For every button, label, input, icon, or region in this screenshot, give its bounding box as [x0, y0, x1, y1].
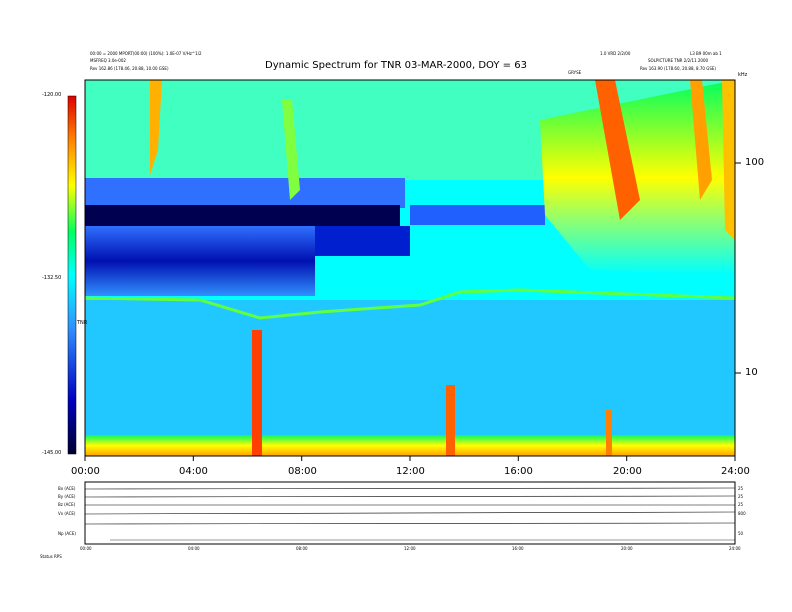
burst-5: [722, 80, 735, 240]
colorbar-frame: [67, 95, 77, 455]
spectrogram: [84, 79, 736, 457]
lower-row-label-by: By (ACE): [58, 494, 76, 499]
lower-region: [85, 300, 735, 435]
x-tick-3: 12:00: [396, 466, 425, 477]
absorption-band-light: [410, 205, 545, 225]
lower-x-tick-5: 20:00: [621, 546, 633, 551]
colorbar-tick-bottom: -145.00: [42, 450, 62, 456]
lower-x-tick-1: 04:00: [188, 546, 200, 551]
header-right-line3: Rev 163.90 (178.60, 20.88, 8.70 GSE): [640, 66, 716, 71]
storm-spike-3: [606, 410, 612, 456]
burst-1: [150, 80, 162, 175]
y-axis-right: [735, 162, 741, 374]
x-tick-1: 04:00: [179, 466, 208, 477]
plasma-line: [84, 288, 736, 320]
x-axis: [84, 456, 736, 461]
burst-2: [282, 100, 300, 200]
by-trace: [84, 495, 736, 498]
vx-trace: [84, 511, 736, 515]
header-left-line3: Rev 162.86 (178.46, 20.88, 10.00 GSE): [90, 66, 169, 71]
y-tick-10: 10: [745, 367, 758, 378]
burst-right-area: [540, 80, 735, 275]
lower-x-tick-4: 16:00: [512, 546, 524, 551]
lower-panel-frame: [84, 481, 736, 545]
lower-row-label-vx: Vx (ACE): [58, 511, 76, 516]
storm-spike-2: [446, 385, 455, 456]
lower-x-tick-2: 08:00: [296, 546, 308, 551]
colorbar-tick-mid: -132.50: [42, 275, 62, 281]
lower-row-label-bz: Bz (ACE): [58, 502, 76, 507]
colorbar: [67, 95, 77, 455]
x-tick-0: 00:00: [71, 466, 100, 477]
burst-3: [595, 80, 640, 220]
absorption-band-top: [85, 178, 405, 208]
bx-trace: [84, 487, 736, 490]
storm-spike-1: [252, 330, 262, 456]
lower-x-tick-6: 24:00: [729, 546, 741, 551]
lower-right-label-5: 50: [738, 531, 744, 536]
header-left-line2: MSFREQ 3.0e-002: [90, 58, 126, 63]
lower-panel: [84, 481, 736, 545]
header-right-line1: 1.0 VRD 2/2/00: [600, 51, 631, 56]
x-tick-4: 16:00: [504, 466, 533, 477]
colorbar-tick-top: -120.00: [42, 92, 62, 98]
lower-row-label-bx: Bx (ACE): [58, 486, 76, 491]
lower-right-label-3: 25: [738, 502, 744, 507]
header-right-line2: SOLPICTURE TNR 2/2/11 2000: [648, 58, 709, 63]
header-right-line1b: L3 B9 00m ab 1: [690, 51, 722, 56]
colorbar-label: TNR: [77, 320, 88, 326]
noise-floor: [85, 435, 735, 456]
lower-x-tick-3: 12:00: [404, 546, 416, 551]
lower-footer: Status RPS: [40, 554, 62, 559]
x-tick-6: 24:00: [721, 466, 750, 477]
header-left-line1: 00:00 = 2000 MPORT(00:00) (100%): 1.0E-0…: [90, 51, 202, 56]
lower-right-label-4: 800: [738, 511, 746, 516]
lower-x-tick-0: 00:00: [80, 546, 92, 551]
lower-right-label-2: 25: [738, 494, 744, 499]
lower-row-label-np: Np (ACE): [58, 531, 76, 536]
absorption-band-dark: [85, 205, 400, 227]
y-tick-100: 100: [745, 157, 765, 168]
absorption-band-blue: [85, 226, 315, 296]
x-tick-2: 08:00: [288, 466, 317, 477]
colorbar-gradient: [68, 96, 76, 454]
absorption-band-blue-2: [315, 226, 410, 256]
burst-4: [690, 80, 712, 200]
np-trace: [84, 522, 736, 525]
lower-right-label-1: 25: [738, 486, 744, 491]
chart-title: Dynamic Spectrum for TNR 03-MAR-2000, DO…: [265, 60, 527, 71]
marker-label: GRYSE: [568, 70, 582, 75]
y-unit: kHz: [738, 72, 748, 78]
x-tick-5: 20:00: [613, 466, 642, 477]
